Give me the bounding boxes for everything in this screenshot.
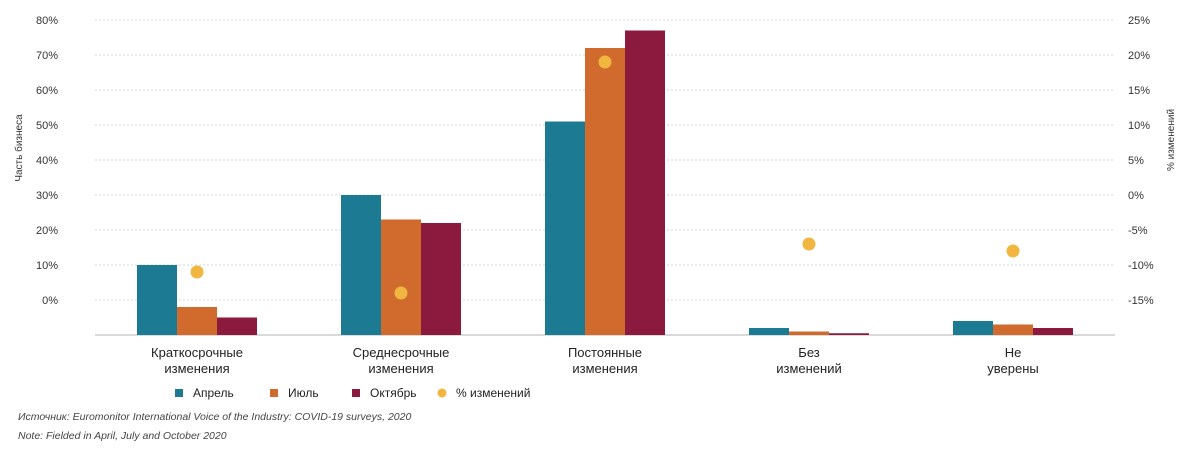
left-tick-label: 40% — [36, 155, 58, 167]
left-tick-label: 30% — [36, 190, 58, 202]
legend-label: % изменений — [456, 386, 530, 400]
change-point — [598, 55, 612, 69]
bar-Октябрь — [217, 317, 257, 335]
right-axis-title: % изменений — [1166, 109, 1177, 171]
right-tick-label: 15% — [1128, 85, 1150, 97]
bar-Апрель — [137, 265, 177, 335]
bar-Октябрь — [829, 333, 869, 335]
change-point — [802, 237, 816, 251]
left-axis-title: Часть бизнеса — [13, 114, 25, 182]
left-tick-label: 10% — [36, 260, 58, 272]
right-tick-label: -10% — [1128, 260, 1154, 272]
right-tick-label: 25% — [1128, 15, 1150, 27]
bar-Апрель — [341, 195, 381, 335]
category-label: изменения — [164, 361, 229, 376]
fielding-note: Note: Fielded in April, July and October… — [18, 430, 227, 442]
bar-Октябрь — [625, 30, 665, 335]
right-tick-label: 10% — [1128, 120, 1150, 132]
right-tick-label: -15% — [1128, 295, 1154, 307]
legend-label: Октябрь — [370, 386, 417, 400]
left-tick-label: 0% — [42, 295, 58, 307]
bar-Апрель — [749, 328, 789, 335]
bar-Апрель — [545, 121, 585, 335]
right-tick-label: -5% — [1128, 225, 1148, 237]
bar-Апрель — [953, 321, 993, 335]
category-label: Постоянные — [568, 345, 642, 360]
bar-Октябрь — [421, 223, 461, 335]
left-tick-label: 20% — [36, 225, 58, 237]
left-tick-label: 80% — [36, 15, 58, 27]
bar-Июль — [177, 307, 217, 335]
category-label: изменений — [776, 361, 842, 376]
category-label: Краткосрочные — [151, 345, 243, 360]
source-note: Источник: Euromonitor International Voic… — [18, 411, 412, 423]
category-label: Среднесрочные — [353, 345, 450, 360]
right-tick-label: 20% — [1128, 50, 1150, 62]
bar-Июль — [585, 48, 625, 335]
legend-swatch — [270, 389, 278, 397]
category-label: изменения — [572, 361, 637, 376]
left-tick-label: 50% — [36, 120, 58, 132]
legend-swatch — [352, 389, 360, 397]
bar-Октябрь — [1033, 328, 1073, 335]
category-label: изменения — [368, 361, 433, 376]
legend-marker — [437, 388, 447, 398]
left-tick-label: 70% — [36, 50, 58, 62]
legend-swatch — [175, 389, 183, 397]
bar-Июль — [993, 324, 1033, 335]
bar-Июль — [381, 219, 421, 335]
category-label: уверены — [987, 361, 1038, 376]
category-label: Не — [1005, 345, 1022, 360]
left-tick-label: 60% — [36, 85, 58, 97]
change-point — [1006, 244, 1020, 258]
category-label: Без — [798, 345, 819, 360]
right-tick-label: 5% — [1128, 155, 1144, 167]
right-tick-label: 0% — [1128, 190, 1144, 202]
change-point — [190, 265, 204, 279]
legend-label: Апрель — [193, 386, 234, 400]
bar-Июль — [789, 331, 829, 335]
legend-label: Июль — [288, 386, 319, 400]
change-point — [394, 286, 408, 300]
